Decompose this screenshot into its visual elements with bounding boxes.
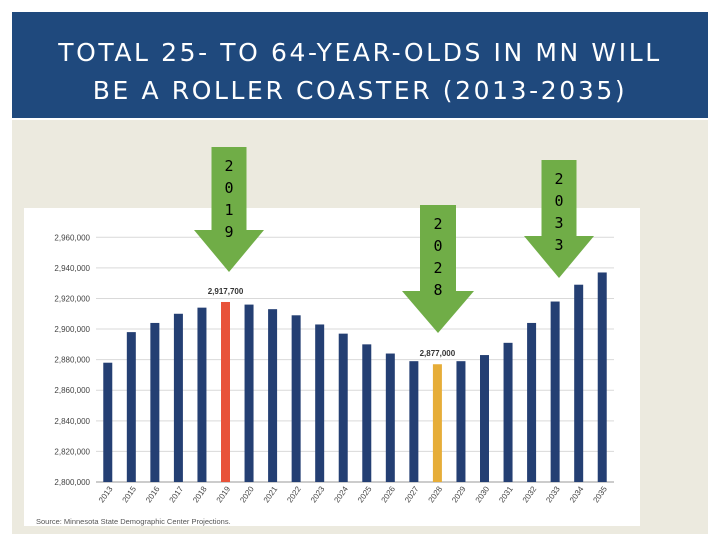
- callout-digit: 2: [433, 259, 443, 277]
- x-tick-label: 2025: [356, 484, 374, 504]
- bar-2024: [338, 333, 348, 482]
- bar-2035: [597, 272, 607, 482]
- x-tick-label: 2034: [568, 484, 586, 504]
- bar-2021: [268, 309, 278, 482]
- x-tick-label: 2016: [144, 484, 162, 504]
- slide-title-line-2: BE A ROLLER COASTER (2013-2035): [92, 76, 628, 105]
- slide-title: TOTAL 25- TO 64-YEAR-OLDS IN MN WILL BE …: [32, 34, 688, 110]
- x-tick-label: 2021: [262, 484, 280, 504]
- callout-arrow-body: [194, 147, 264, 272]
- bar-2022: [291, 315, 301, 482]
- bar-2029: [456, 361, 466, 482]
- x-tick-label: 2029: [450, 484, 468, 504]
- y-tick-label: 2,800,000: [54, 478, 90, 487]
- data-label-2019: 2,917,700: [208, 287, 244, 296]
- y-tick-label: 2,860,000: [54, 386, 90, 395]
- x-tick-label: 2020: [238, 484, 256, 504]
- bar-2028: [432, 364, 442, 482]
- y-tick-label: 2,900,000: [54, 325, 90, 334]
- bar-2026: [385, 353, 395, 482]
- x-tick-label: 2035: [591, 484, 609, 504]
- callout-digit: 2: [554, 170, 564, 188]
- bar-2023: [315, 324, 325, 482]
- bar-2016: [150, 322, 160, 482]
- y-tick-label: 2,940,000: [54, 264, 90, 273]
- x-tick-label: 2022: [285, 484, 303, 504]
- callout-arrow-shape: [194, 147, 264, 272]
- bar-2017: [173, 313, 183, 482]
- bar-2030: [480, 355, 489, 482]
- bar-chart: 2,800,000 2,820,000 2,840,000 2,860,000 2,88…: [36, 233, 614, 526]
- bar-2015: [126, 332, 136, 482]
- callout-digit: 2: [224, 157, 234, 175]
- callout-digit: 0: [433, 237, 443, 255]
- x-tick-label: 2028: [427, 484, 445, 504]
- bar-2020: [244, 304, 254, 482]
- x-tick-label: 2027: [403, 484, 421, 504]
- bar-2019: [221, 301, 230, 482]
- x-tick-label: 2030: [474, 484, 492, 504]
- callout-digit: 9: [224, 223, 234, 241]
- y-tick-label: 2,960,000: [54, 233, 90, 242]
- source-note: Source: Minnesota State Demographic Cent…: [36, 517, 231, 526]
- callout-digit: 3: [554, 236, 564, 254]
- callout-digit: 0: [554, 192, 564, 210]
- bar-2031: [503, 342, 513, 482]
- callout-arrow-body: [402, 205, 474, 333]
- x-tick-label: 2024: [332, 484, 350, 504]
- bar-2034: [574, 284, 584, 482]
- x-tick-label: 2026: [379, 484, 397, 504]
- y-tick-label: 2,840,000: [54, 417, 90, 426]
- bar-2018: [197, 307, 207, 482]
- callout-arrow-shape: [524, 160, 594, 278]
- callout-digit: 3: [554, 214, 564, 232]
- callout-arrow-body: [524, 160, 594, 278]
- x-tick-label: 2019: [215, 484, 233, 504]
- bar-2027: [409, 361, 419, 482]
- bar-2025: [362, 344, 372, 482]
- callout-digit: 8: [433, 281, 443, 299]
- bar-2032: [527, 322, 537, 482]
- data-label-2028: 2,877,000: [420, 349, 456, 358]
- callout-digit: 0: [224, 179, 234, 197]
- callout-digit: 1: [224, 201, 234, 219]
- bar-2033: [550, 301, 560, 482]
- x-tick-label: 2033: [544, 484, 562, 504]
- y-tick-label: 2,880,000: [54, 356, 90, 365]
- chart-area: 2,800,000 2,820,000 2,840,000 2,860,000 2,88…: [24, 208, 640, 526]
- callout-digit: 2: [433, 215, 443, 233]
- callout-arrow-shape: [402, 205, 474, 333]
- slide-title-line-1: TOTAL 25- TO 64-YEAR-OLDS IN MN WILL: [58, 38, 662, 67]
- title-bar: TOTAL 25- TO 64-YEAR-OLDS IN MN WILL BE …: [12, 12, 708, 118]
- x-tick-label: 2023: [309, 484, 327, 504]
- x-tick-label: 2013: [97, 484, 115, 504]
- bar-2013: [103, 362, 113, 482]
- x-tick-label: 2017: [168, 484, 186, 504]
- y-tick-label: 2,920,000: [54, 294, 90, 303]
- x-tick-label: 2032: [521, 484, 539, 504]
- y-tick-label: 2,820,000: [54, 447, 90, 456]
- x-tick-label: 2015: [120, 484, 138, 504]
- x-tick-label: 2018: [191, 484, 209, 504]
- x-tick-label: 2031: [497, 484, 515, 504]
